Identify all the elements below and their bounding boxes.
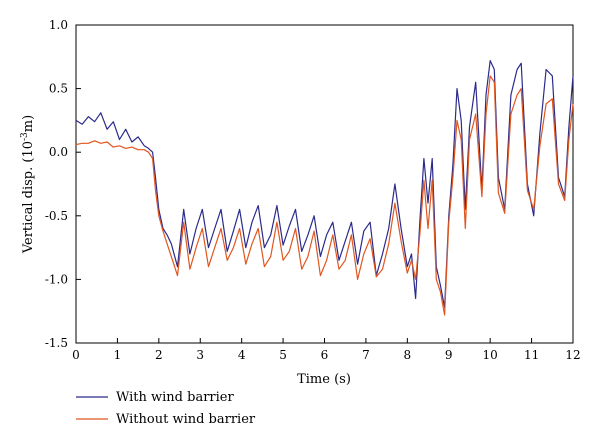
x-tick-label: 7 (362, 348, 370, 362)
x-tick-label: 6 (321, 348, 329, 362)
x-tick-label: 10 (483, 348, 498, 362)
y-tick-label: -1.0 (45, 272, 68, 286)
x-tick-label: 8 (404, 348, 412, 362)
legend: With wind barrier Without wind barrier (76, 390, 256, 427)
x-tick-label: 9 (445, 348, 453, 362)
y-axis-label-main: Vertical disp. (10 (21, 141, 36, 254)
x-tick-label: 1 (114, 348, 122, 362)
y-tick-label: 0.5 (49, 82, 68, 96)
x-tick-label: 2 (155, 348, 163, 362)
series-line-with-wind-barrier (75, 59, 574, 308)
y-tick-label: 1.0 (49, 18, 68, 32)
y-axis-label: Vertical disp. (10-3m) (20, 115, 36, 254)
x-tick-label: 12 (565, 348, 580, 362)
x-axis-label: Time (s) (297, 372, 351, 387)
legend-label-without-barrier: Without wind barrier (116, 412, 256, 427)
y-tick-label: -1.5 (45, 336, 68, 350)
x-tick-label: 4 (238, 348, 246, 362)
series-line-without-wind-barrier (75, 75, 574, 316)
x-axis-ticks: 0 1 2 3 4 5 6 7 8 9 10 11 12 (72, 338, 581, 362)
y-axis-ticks: -1.5 -1.0 -0.5 0.0 0.5 1.0 (45, 18, 81, 350)
x-tick-label: 5 (279, 348, 287, 362)
x-tick-label: 11 (524, 348, 539, 362)
y-axis-label-unit: m) (21, 115, 36, 132)
y-tick-label: 0.0 (49, 145, 68, 159)
series-layer (75, 59, 574, 316)
x-tick-label: 0 (72, 348, 80, 362)
y-tick-label: -0.5 (45, 209, 68, 223)
x-tick-label: 3 (196, 348, 204, 362)
legend-label-with-barrier: With wind barrier (116, 390, 234, 405)
y-axis-label-exponent: -3 (20, 132, 30, 141)
